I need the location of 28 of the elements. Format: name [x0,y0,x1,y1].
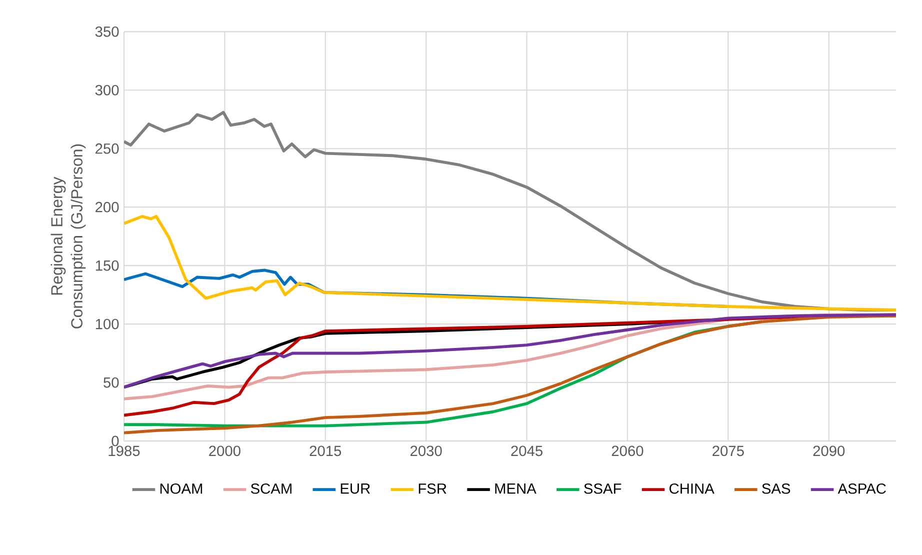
legend-label: SAS [762,483,790,494]
y-tick-label: 50 [104,377,119,388]
x-tick-label: 2075 [712,446,744,456]
x-tick-label: 2015 [310,446,342,456]
x-tick-label: 2090 [813,446,845,456]
y-axis-title: Regional Energy Consumption (GJ/Person) [50,144,86,328]
y-tick-label: 350 [95,26,119,37]
y-tick-label: 100 [96,318,119,330]
x-tick-label: 2060 [612,446,644,456]
x-tick-label: 2000 [209,446,240,456]
legend-label: EUR [340,484,370,494]
legend-label: SSAF [584,483,622,494]
legend-label: MENA [495,484,536,494]
x-tick-label: 1985 [108,446,140,456]
legend-label: NOAM [160,483,202,494]
line-series [124,214,896,312]
x-tick-label: 2045 [511,446,542,456]
y-tick-label: 200 [96,202,119,212]
legend-label: FSR [418,483,446,494]
x-tick-label: 2030 [410,446,442,456]
y-tick-label: 250 [96,143,119,154]
y-tick-label: 150 [96,260,119,271]
legend-label: SCAM [250,483,292,494]
y-tick-label: 0 [112,436,119,446]
y-tick-label: 300 [95,84,119,96]
line-series [124,314,896,434]
legend-label: CHINA [670,483,714,494]
legend-label: ASPAC [838,483,886,494]
